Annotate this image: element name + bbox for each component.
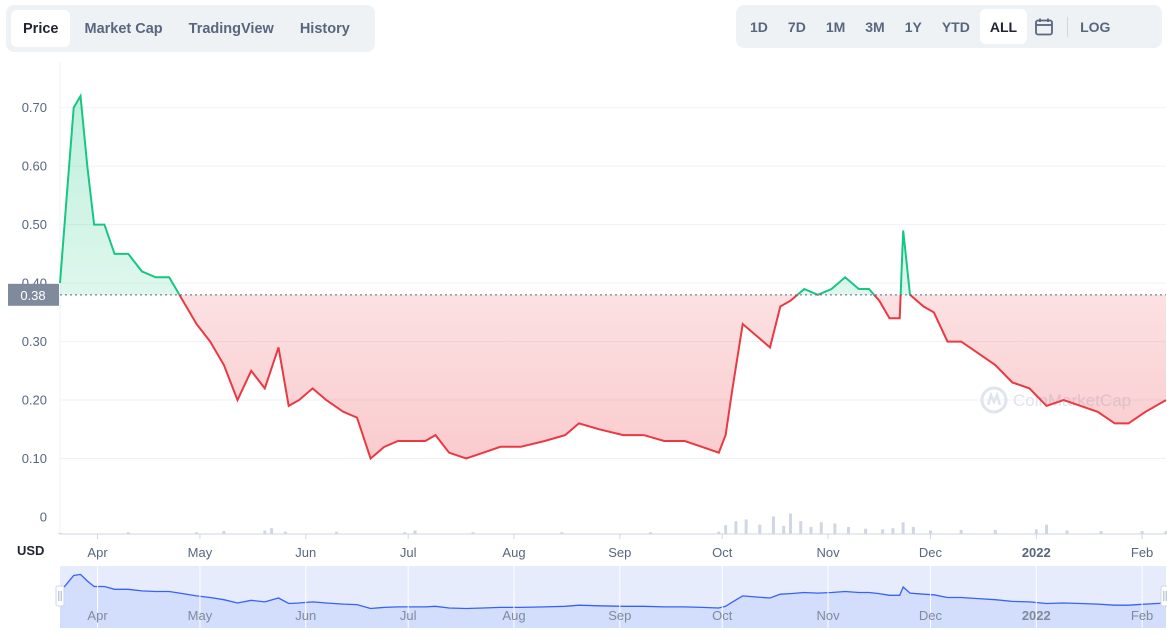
navigator-tick-label: Jun [295, 608, 316, 623]
navigator-tick-label: Aug [502, 608, 525, 623]
tab-price[interactable]: Price [11, 10, 71, 47]
x-tick-label: Aug [502, 545, 525, 560]
navigator-tick-label: 2022 [1022, 608, 1051, 623]
y-tick-label: 0.20 [22, 393, 47, 408]
chart-tabs: Price Market Cap TradingView History [6, 5, 375, 52]
x-tick-label: Dec [919, 545, 943, 560]
x-tick-label: Apr [87, 545, 108, 560]
navigator-area [60, 574, 1166, 628]
volume-bar [58, 532, 62, 534]
volume-bar [126, 532, 130, 534]
x-tick-label: Feb [1131, 545, 1153, 560]
volume-bar [222, 531, 226, 534]
volume-bar [744, 519, 748, 534]
volume-bar [1140, 531, 1144, 534]
volume-bar [799, 521, 803, 534]
navigator-line [59, 573, 1167, 610]
volume-bar [471, 532, 475, 534]
volume-bar [847, 526, 851, 534]
time-range-selector: 1D 7D 1M 3M 1Y YTD ALL LOG [736, 5, 1162, 48]
volume-bar [717, 531, 721, 534]
navigator-tick-label: Jul [400, 608, 417, 623]
volume-bar [1034, 529, 1038, 534]
y-tick-label: 0.50 [22, 217, 47, 232]
volume-bar [819, 522, 823, 534]
x-tick-label: Oct [712, 545, 733, 560]
navigator-tick-label: Nov [816, 608, 840, 623]
range-1m-button[interactable]: 1M [825, 18, 846, 35]
range-7d-button[interactable]: 7D [787, 18, 806, 35]
y-tick-label: 0.30 [22, 334, 47, 349]
x-tick-label: 2022 [1022, 545, 1051, 560]
calendar-icon[interactable] [1027, 9, 1061, 44]
y-tick-label: 0.60 [22, 159, 47, 174]
volume-bar [263, 530, 267, 534]
volume-bar [959, 529, 963, 534]
volume-bar [864, 528, 868, 534]
range-divider [1067, 16, 1069, 37]
volume-bar [724, 525, 728, 534]
calendar-glyph [1035, 18, 1053, 35]
volume-bar [1045, 524, 1049, 534]
volume-bar [789, 513, 793, 534]
volume-bar [649, 532, 653, 534]
range-handle-right-icon[interactable] [1160, 585, 1167, 607]
watermark-logo-icon [980, 386, 1008, 414]
range-1d-button[interactable]: 1D [750, 18, 768, 35]
x-tick-label: Sep [608, 545, 631, 560]
y-tick-label: 0 [40, 510, 47, 525]
navigator-tick-label: May [188, 608, 213, 623]
range-3m-button[interactable]: 3M [865, 18, 885, 35]
range-handle-left-icon[interactable] [55, 585, 65, 607]
volume-bar [403, 532, 407, 534]
volume-bar [928, 530, 932, 534]
range-ytd-button[interactable]: YTD [941, 18, 970, 35]
volume-bar [993, 529, 997, 534]
log-scale-toggle[interactable]: LOG [1080, 18, 1111, 35]
range-1y-button[interactable]: 1Y [904, 18, 922, 35]
volume-bar [881, 529, 885, 534]
price-area-down [60, 294, 1166, 459]
price-area-up [60, 96, 911, 295]
volume-bar [911, 526, 915, 534]
volume-bar [901, 522, 905, 534]
x-tick-label: Nov [816, 545, 840, 560]
volume-bar [270, 528, 274, 534]
volume-bar [335, 531, 338, 534]
unit-label: USD [17, 543, 44, 558]
navigator-tick-label: Feb [1131, 608, 1153, 623]
volume-bar [782, 525, 786, 534]
navigator-tick-label: Dec [919, 608, 943, 623]
volume-bar [809, 526, 813, 534]
tab-market-cap[interactable]: Market Cap [84, 20, 163, 37]
volume-bar [1065, 530, 1069, 534]
y-tick-label: 0.70 [22, 100, 47, 115]
volume-bar [734, 521, 738, 534]
navigator-tick-label: Oct [712, 608, 733, 623]
navigator-tick-label: Sep [608, 608, 631, 623]
volume-bar [833, 523, 837, 534]
tab-history[interactable]: History [299, 20, 350, 37]
volume-bar [283, 531, 287, 534]
range-all-button[interactable]: ALL [979, 9, 1028, 44]
price-line-down [178, 294, 1167, 461]
volume-bar [1164, 531, 1167, 534]
volume-bar [1099, 531, 1103, 534]
navigator-tick-label: Apr [87, 608, 108, 623]
x-tick-label: Jun [295, 545, 316, 560]
volume-bar [758, 524, 762, 534]
volume-bar [413, 530, 417, 534]
tab-tradingview[interactable]: TradingView [188, 20, 274, 37]
volume-bar [891, 528, 895, 534]
volume-bar [560, 532, 564, 534]
reference-price-badge [8, 283, 59, 306]
x-tick-label: May [188, 545, 213, 560]
x-tick-label: Jul [400, 545, 417, 560]
reference-price-label: 0.38 [20, 288, 45, 303]
volume-bar [195, 532, 199, 534]
volume-bar [771, 516, 775, 534]
y-tick-label: 0.10 [22, 451, 47, 466]
